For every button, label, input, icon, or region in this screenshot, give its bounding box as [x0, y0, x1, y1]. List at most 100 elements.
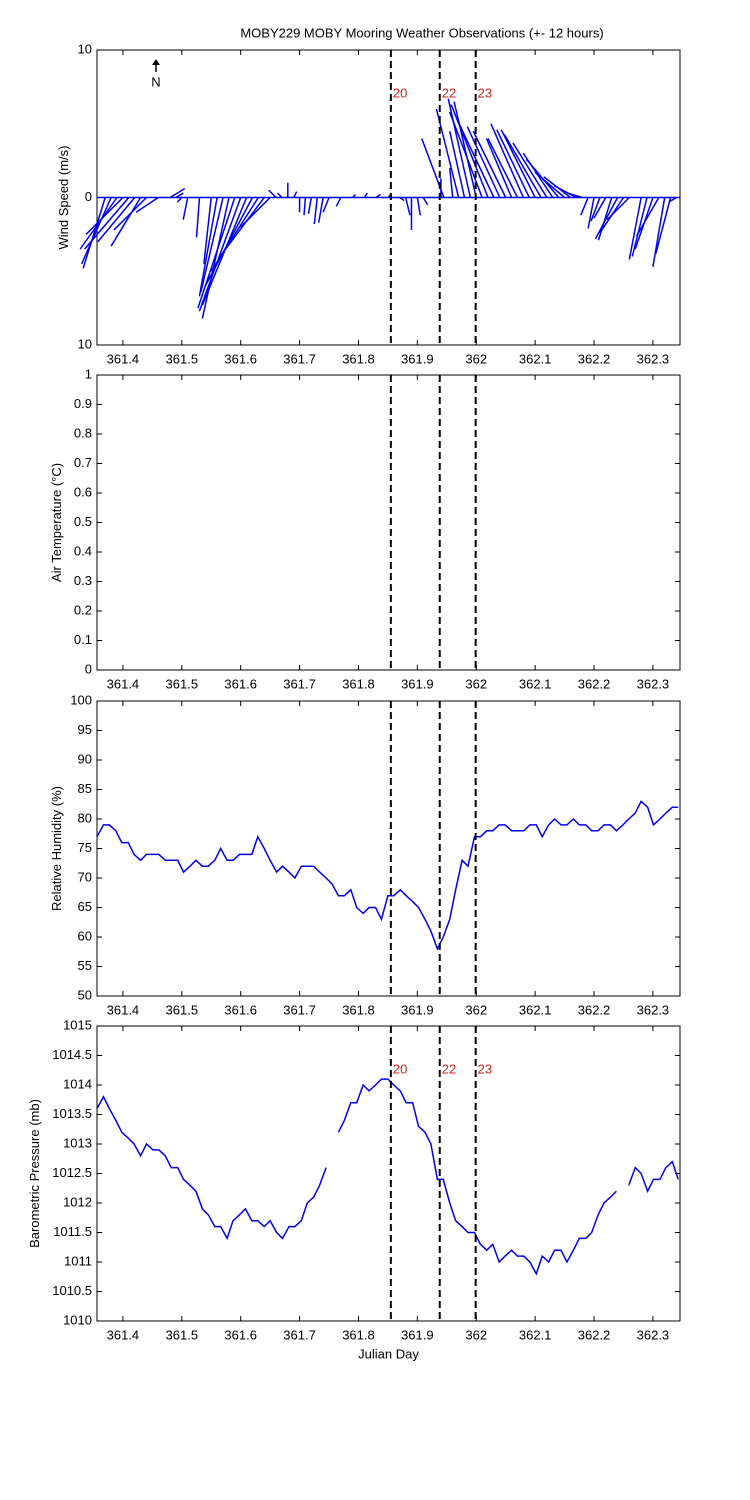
x-tick-label: 362.2 [578, 351, 611, 366]
event-label: 20 [393, 85, 407, 100]
wind-stick [83, 197, 130, 250]
wind-stick [97, 197, 136, 243]
wind-stick [448, 167, 454, 198]
wind-stick [631, 197, 648, 257]
y-tick-label: 0 [85, 189, 92, 204]
y-tick-label: 95 [78, 722, 92, 737]
x-axis-label: Julian Day [358, 1346, 419, 1361]
wind-stick [422, 197, 429, 206]
wind-stick [203, 197, 212, 264]
y-tick-label: 1013.5 [52, 1106, 92, 1121]
y-tick-label: 0.6 [74, 484, 92, 499]
y-tick-label: 1010 [63, 1312, 92, 1327]
wind-stick [375, 193, 381, 199]
plot-frame [96, 374, 681, 671]
x-tick-label: 362.1 [519, 351, 552, 366]
y-tick-label: 0.8 [74, 425, 92, 440]
y-tick-label: 80 [78, 810, 92, 825]
wind-stick [79, 197, 118, 250]
wind-stick [496, 129, 530, 198]
north-label: N [151, 74, 160, 89]
x-tick-label: 361.6 [224, 351, 257, 366]
x-tick-label: 361.5 [166, 351, 199, 366]
y-tick-label: 0.3 [74, 573, 92, 588]
x-tick-label: 361.8 [342, 351, 375, 366]
plot-frame [96, 1025, 681, 1322]
wind-stick [317, 197, 324, 223]
wind-stick [135, 196, 159, 213]
wind-stick [472, 130, 507, 198]
wind-stick [553, 185, 577, 199]
x-tick-label: 361.7 [283, 1327, 316, 1342]
y-tick-label: 0.5 [74, 514, 92, 529]
y-tick-label: 0.2 [74, 602, 92, 617]
data-line [96, 800, 679, 951]
wind-stick [567, 192, 583, 199]
x-tick-label: 361.5 [166, 1002, 199, 1017]
wind-stick [487, 138, 519, 198]
data-line [96, 1078, 679, 1276]
y-tick-label: 0.7 [74, 455, 92, 470]
x-tick-label: 361.8 [342, 676, 375, 691]
wind-stick [590, 197, 601, 222]
wind-stick [200, 197, 224, 293]
y-tick-label: 1013 [63, 1135, 92, 1150]
wind-stick [447, 98, 472, 198]
wind-stick [176, 196, 183, 203]
x-tick-label: 361.7 [283, 1002, 316, 1017]
y-tick-label: 1 [85, 366, 92, 381]
wind-stick [534, 171, 566, 199]
x-tick-label: 361.5 [166, 1327, 199, 1342]
wind-stick [198, 197, 218, 297]
wind-stick [322, 197, 330, 213]
wind-stick [303, 197, 307, 216]
wind-stick [197, 197, 236, 309]
y-axis-label: Wind Speed (m/s) [56, 145, 71, 249]
wind-stick [80, 197, 112, 265]
y-tick-label: 10 [78, 41, 92, 56]
wind-stick [175, 192, 184, 199]
x-tick-label: 361.4 [107, 1327, 140, 1342]
wind-stick [597, 197, 613, 241]
x-tick-label: 362.3 [637, 1002, 670, 1017]
y-tick-label: 100 [70, 692, 92, 707]
wind-stick [113, 196, 147, 231]
wind-stick [416, 197, 422, 216]
y-tick-label: 1012.5 [52, 1165, 92, 1180]
wind-stick [500, 129, 536, 198]
y-tick-label: 75 [78, 840, 92, 855]
wind-stick [201, 197, 230, 319]
wind-stick [240, 196, 271, 228]
y-tick-label: 0.1 [74, 632, 92, 647]
wind-stick [448, 111, 483, 198]
x-tick-label: 361.9 [401, 1002, 434, 1017]
x-tick-label: 362.3 [637, 351, 670, 366]
x-tick-label: 362 [465, 1002, 487, 1017]
wind-stick [655, 197, 672, 254]
wind-stick [313, 197, 318, 225]
y-tick-label: 10 [78, 336, 92, 351]
y-tick-label: 85 [78, 781, 92, 796]
event-label: 22 [442, 85, 456, 100]
y-tick-label: 1015 [63, 1017, 92, 1032]
north-arrow-head [152, 59, 160, 65]
wind-stick [198, 197, 242, 312]
wind-stick [448, 130, 466, 198]
wind-stick [490, 123, 525, 198]
y-tick-label: 1014.5 [52, 1047, 92, 1062]
x-tick-label: 362.1 [519, 1327, 552, 1342]
wind-stick [594, 197, 619, 240]
wind-stick [219, 197, 265, 257]
wind-stick [435, 108, 460, 198]
wind-stick [580, 197, 589, 216]
x-tick-label: 361.4 [107, 676, 140, 691]
event-label: 23 [478, 85, 492, 100]
x-tick-label: 361.6 [224, 1327, 257, 1342]
x-tick-label: 361.5 [166, 676, 199, 691]
wind-stick [182, 197, 189, 220]
x-tick-label: 361.6 [224, 676, 257, 691]
wind-stick [606, 196, 630, 221]
x-tick-label: 361.7 [283, 676, 316, 691]
y-axis-label: Air Temperature (°C) [49, 463, 64, 582]
